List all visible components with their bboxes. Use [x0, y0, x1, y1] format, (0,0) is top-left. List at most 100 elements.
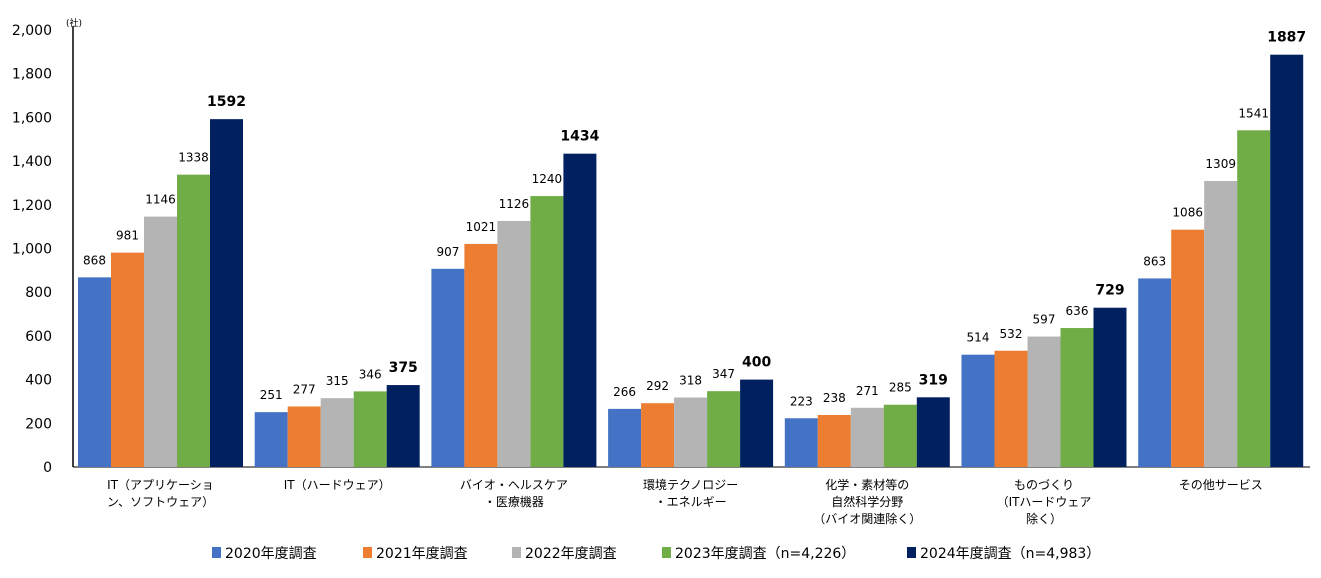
y-tick-label: 1,800 [12, 67, 52, 83]
data-label: 375 [389, 360, 418, 376]
y-tick-label: 1,400 [12, 154, 52, 170]
bar [850, 407, 884, 467]
y-tick-label: 600 [25, 329, 52, 345]
bar [78, 277, 111, 467]
legend: 2020年度調査 2021年度調査 2022年度調査 2023年度調査（n=4,226… [212, 546, 1100, 562]
data-label: 1086 [1172, 206, 1203, 220]
bar [497, 220, 531, 467]
x-tick-label: 環境テクノロジー [643, 477, 738, 492]
x-tick-label: ・エネルギー [655, 495, 727, 509]
data-label: 597 [1033, 313, 1056, 327]
bar [674, 397, 708, 467]
x-tick-label: （ITハードウェア [997, 495, 1092, 509]
bar [883, 404, 917, 467]
x-tick-label: IT（アプリケーショ [107, 478, 214, 492]
data-label: 292 [646, 379, 669, 393]
legend-swatch [512, 547, 521, 558]
bar [1027, 336, 1061, 467]
data-label: 266 [613, 385, 636, 399]
x-tick-label: その他サービス [1179, 478, 1263, 492]
bar [177, 174, 210, 467]
bar [530, 196, 564, 467]
x-tick-label: ン、ソフトウェア） [107, 495, 214, 509]
x-tick-label: 自然科学分野 [831, 494, 903, 509]
data-label: 1541 [1238, 106, 1269, 120]
bar [608, 408, 642, 467]
bar [916, 397, 950, 467]
bar [641, 403, 675, 467]
legend-label: 2024年度調査（n=4,983） [920, 546, 1100, 562]
bar [1237, 130, 1271, 467]
bar [464, 243, 498, 467]
bar [1060, 328, 1094, 467]
data-label: 863 [1143, 254, 1166, 268]
data-label: 514 [967, 331, 990, 345]
bar [111, 252, 144, 467]
bar [994, 350, 1028, 467]
bar [961, 354, 995, 467]
legend-swatch [363, 547, 372, 558]
data-label: 251 [260, 388, 283, 402]
data-label: 277 [293, 382, 316, 396]
x-tick-label: （バイオ関連除く） [813, 511, 921, 526]
bar [740, 379, 774, 467]
bar [563, 153, 597, 467]
bar [1138, 278, 1172, 467]
bar [144, 216, 177, 467]
bar [817, 414, 851, 467]
legend-swatch [907, 547, 916, 558]
x-tick-label: バイオ・ヘルスケア [460, 478, 568, 492]
y-tick-label: 0 [43, 460, 52, 476]
y-tick-label: 2,000 [12, 23, 52, 39]
data-label: 868 [83, 253, 106, 267]
x-tick-label: 除く） [1026, 511, 1062, 526]
data-label: 1592 [207, 94, 246, 110]
data-label: 1126 [499, 197, 530, 211]
bar [320, 398, 354, 467]
bar [386, 385, 420, 467]
data-label: 981 [116, 229, 139, 243]
bar [707, 391, 741, 467]
data-label: 315 [326, 374, 349, 388]
y-unit-label: (社) [66, 17, 82, 29]
data-label: 400 [742, 355, 771, 371]
data-label: 346 [359, 367, 382, 381]
bar [353, 391, 387, 467]
bar [1270, 54, 1304, 468]
legend-label: 2021年度調査 [376, 546, 468, 562]
bar [254, 412, 288, 467]
data-label: 1240 [532, 172, 563, 186]
y-tick-label: 200 [25, 416, 52, 432]
data-label: 347 [712, 367, 735, 381]
data-label: 729 [1095, 283, 1124, 299]
legend-label: 2022年度調査 [525, 546, 617, 562]
legend-label: 2023年度調査（n=4,226） [675, 546, 855, 562]
data-label: 1338 [178, 151, 209, 165]
legend-swatch [662, 547, 671, 558]
x-tick-label: ・医療機器 [484, 494, 544, 509]
data-label: 319 [919, 372, 948, 388]
data-label: 1021 [466, 220, 497, 234]
data-label: 1146 [145, 193, 176, 207]
bar [431, 268, 465, 467]
data-label: 532 [1000, 327, 1023, 341]
bars: 868 981 1146 1338 1592 251 277 315 346 375 907 1021… [78, 30, 1306, 468]
data-label: 907 [436, 245, 459, 259]
y-tick-label: 800 [25, 285, 52, 301]
data-label: 1434 [560, 129, 599, 145]
data-label: 223 [790, 394, 813, 408]
bar [1171, 229, 1205, 467]
y-tick-label: 400 [25, 373, 52, 389]
bar [1204, 180, 1238, 467]
data-label: 318 [679, 374, 702, 388]
y-tick-label: 1,000 [12, 242, 52, 258]
bar [1093, 307, 1127, 467]
data-label: 238 [823, 391, 846, 405]
data-label: 285 [889, 381, 912, 395]
data-label: 636 [1066, 304, 1089, 318]
x-tick-label: ものづくり [1014, 478, 1074, 492]
data-label: 1309 [1205, 157, 1236, 171]
y-tick-label: 1,200 [12, 198, 52, 214]
